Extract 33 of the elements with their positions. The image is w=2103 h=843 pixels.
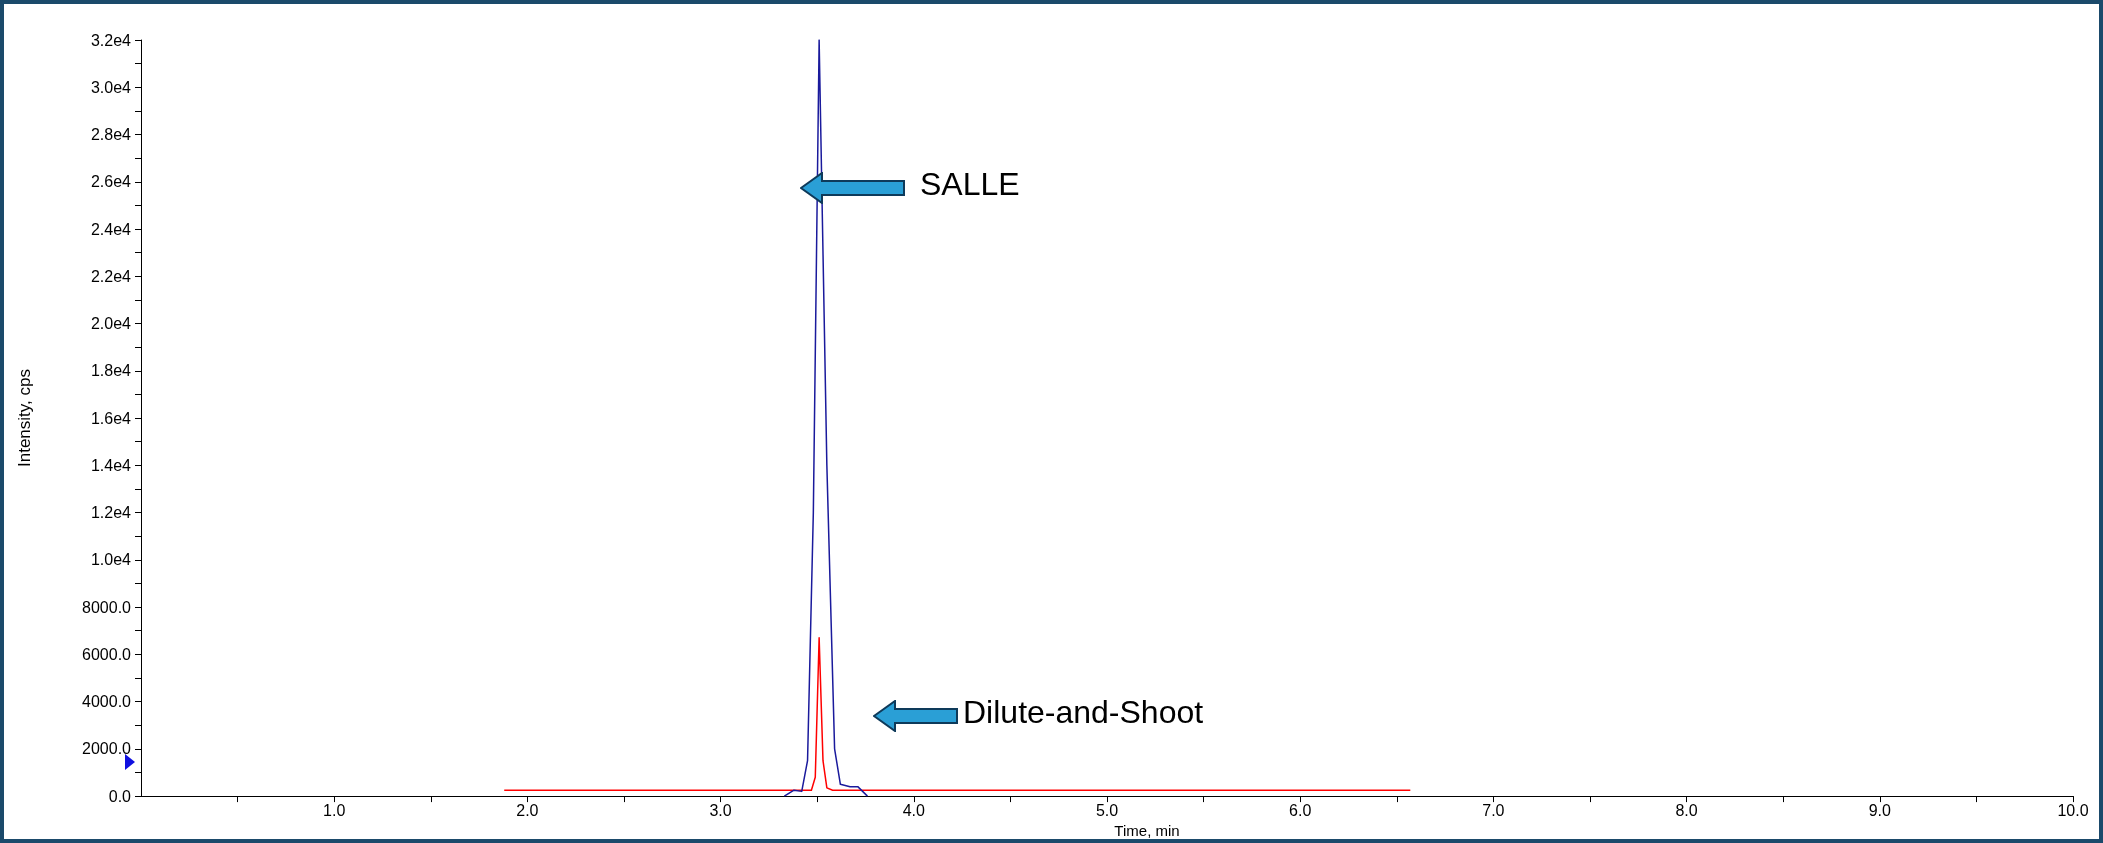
y-tick-label: 1.8e4: [90, 362, 132, 380]
y-tick-label: 2.0e4: [90, 315, 132, 333]
y-tick-label: 2000.0: [82, 740, 132, 758]
x-tick-label: 3.0: [709, 801, 732, 819]
y-tick-label: 1.6e4: [90, 409, 132, 427]
y-tick-label: 6000.0: [82, 645, 132, 663]
y-tick-label: 2.6e4: [90, 173, 132, 191]
x-axis-title: Time, min: [1114, 822, 1180, 839]
y-tick-label: 2.4e4: [90, 220, 132, 238]
annotation: SALLE: [920, 166, 1020, 202]
x-tick-label: 4.0: [902, 801, 926, 819]
x-tick-label: 1.0: [323, 801, 346, 819]
y-tick-label: 3.2e4: [90, 31, 132, 49]
y-axis-title: Intensity, cps: [15, 369, 34, 468]
x-tick-label: 2.0: [516, 801, 539, 819]
y-tick-label: 1.0e4: [90, 551, 132, 569]
y-tick-label: 8000.0: [82, 598, 132, 616]
x-tick-label: 8.0: [1675, 801, 1698, 819]
y-tick-label: 1.2e4: [90, 504, 132, 522]
x-tick-label: 9.0: [1868, 801, 1892, 819]
y-tick-label: 1.4e4: [90, 456, 132, 474]
annotation: Dilute-and-Shoot: [963, 694, 1204, 730]
line-series: [783, 39, 869, 797]
x-tick-label: 5.0: [1095, 801, 1119, 819]
line-series: [503, 637, 1412, 791]
y-tick-label: 4000.0: [82, 693, 132, 711]
y-tick-label: 2.2e4: [90, 267, 132, 285]
y-tick-label: 2.8e4: [90, 126, 132, 144]
x-tick-label: 10.0: [2057, 801, 2089, 819]
y-tick-label: 0.0: [108, 787, 132, 805]
y-tick-label: 3.0e4: [90, 78, 132, 96]
x-tick-label: 6.0: [1289, 801, 1312, 819]
x-tick-label: 7.0: [1482, 801, 1505, 819]
